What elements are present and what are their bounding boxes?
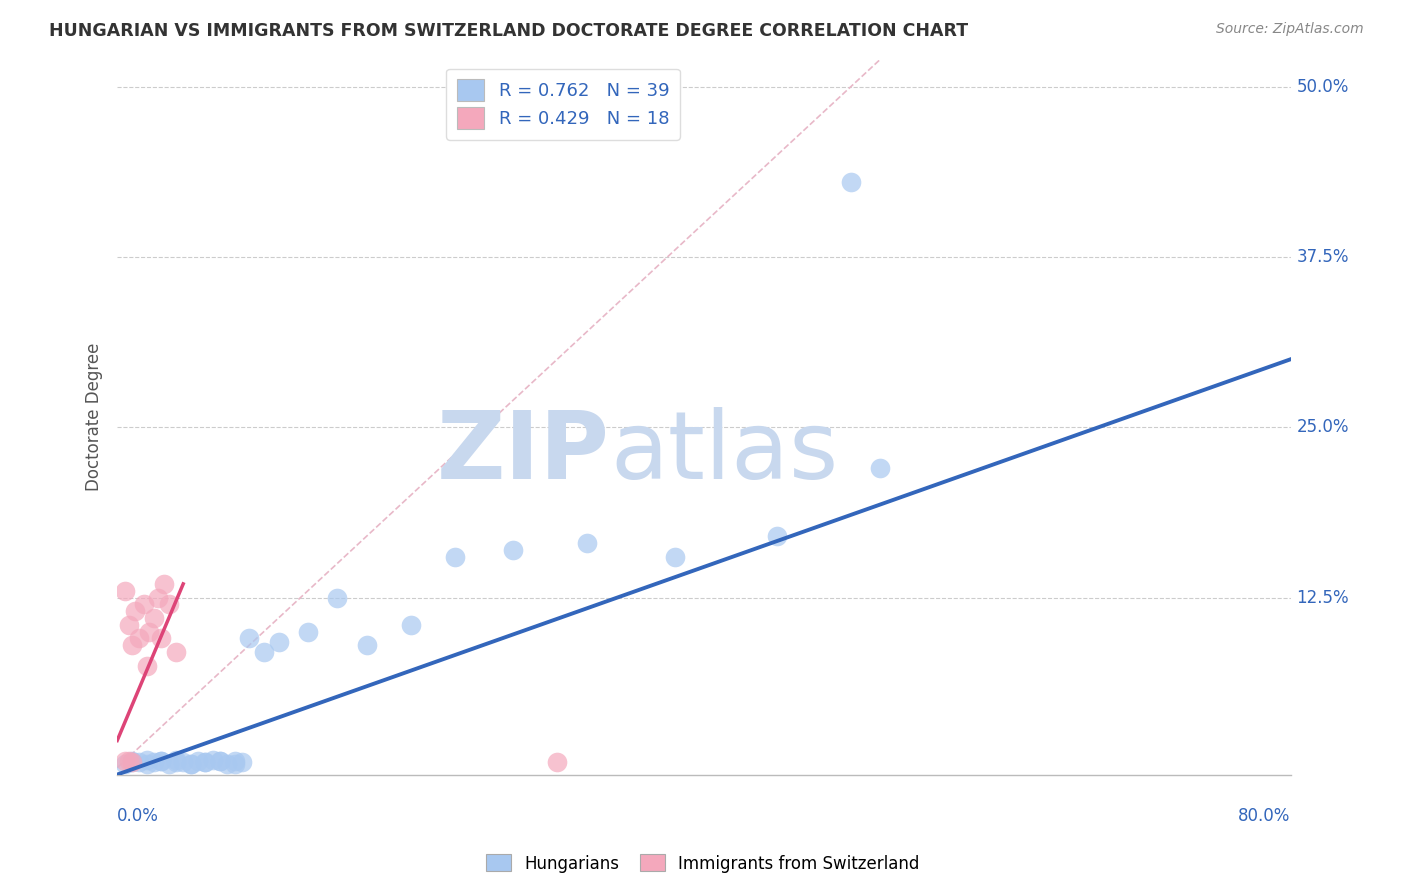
Point bbox=[128, 632, 150, 646]
Point bbox=[114, 583, 136, 598]
Point bbox=[297, 624, 319, 639]
Point bbox=[150, 754, 173, 768]
Point bbox=[201, 753, 224, 767]
Point bbox=[121, 638, 143, 652]
Point bbox=[142, 756, 165, 770]
Point bbox=[148, 591, 170, 605]
Text: atlas: atlas bbox=[610, 407, 838, 499]
Point bbox=[208, 754, 231, 768]
Point bbox=[208, 754, 231, 768]
Text: 37.5%: 37.5% bbox=[1296, 248, 1350, 266]
Text: 50.0%: 50.0% bbox=[1296, 78, 1348, 95]
Text: 80.0%: 80.0% bbox=[1239, 806, 1291, 825]
Point bbox=[267, 635, 290, 649]
Point bbox=[114, 756, 136, 771]
Point bbox=[118, 754, 141, 768]
Point bbox=[121, 756, 143, 770]
Point bbox=[180, 756, 202, 771]
Point bbox=[238, 632, 260, 646]
Text: ZIP: ZIP bbox=[437, 407, 610, 499]
Point bbox=[135, 756, 157, 771]
Point bbox=[224, 756, 246, 771]
Point bbox=[231, 756, 253, 770]
Point bbox=[165, 756, 187, 770]
Point bbox=[253, 645, 276, 659]
Point bbox=[118, 617, 141, 632]
Point bbox=[839, 175, 862, 189]
Point bbox=[138, 624, 160, 639]
Point bbox=[399, 617, 422, 632]
Point bbox=[114, 754, 136, 768]
Point bbox=[135, 658, 157, 673]
Point bbox=[132, 598, 155, 612]
Text: Source: ZipAtlas.com: Source: ZipAtlas.com bbox=[1216, 22, 1364, 37]
Point bbox=[356, 638, 378, 652]
Point bbox=[153, 577, 176, 591]
Point bbox=[443, 549, 465, 564]
Point bbox=[157, 598, 180, 612]
Point bbox=[135, 753, 157, 767]
Point bbox=[157, 756, 180, 771]
Point bbox=[224, 754, 246, 768]
Legend: R = 0.762   N = 39, R = 0.429   N = 18: R = 0.762 N = 39, R = 0.429 N = 18 bbox=[446, 69, 681, 140]
Point bbox=[150, 632, 173, 646]
Text: HUNGARIAN VS IMMIGRANTS FROM SWITZERLAND DOCTORATE DEGREE CORRELATION CHART: HUNGARIAN VS IMMIGRANTS FROM SWITZERLAND… bbox=[49, 22, 969, 40]
Point bbox=[121, 754, 143, 768]
Point bbox=[326, 591, 349, 605]
Point bbox=[194, 756, 217, 770]
Point bbox=[502, 542, 524, 557]
Text: 25.0%: 25.0% bbox=[1296, 418, 1350, 436]
Point bbox=[128, 756, 150, 770]
Point bbox=[150, 754, 173, 768]
Point bbox=[124, 604, 146, 618]
Text: 12.5%: 12.5% bbox=[1296, 589, 1350, 607]
Point bbox=[217, 756, 239, 771]
Y-axis label: Doctorate Degree: Doctorate Degree bbox=[86, 343, 103, 491]
Point bbox=[187, 754, 209, 768]
Point bbox=[194, 756, 217, 770]
Point bbox=[165, 645, 187, 659]
Legend: Hungarians, Immigrants from Switzerland: Hungarians, Immigrants from Switzerland bbox=[479, 847, 927, 880]
Text: 0.0%: 0.0% bbox=[117, 806, 159, 825]
Point bbox=[142, 611, 165, 625]
Point bbox=[165, 753, 187, 767]
Point bbox=[766, 529, 789, 543]
Point bbox=[121, 756, 143, 770]
Point bbox=[575, 536, 598, 550]
Point bbox=[664, 549, 686, 564]
Point bbox=[180, 756, 202, 771]
Point bbox=[172, 756, 194, 770]
Point bbox=[546, 756, 568, 770]
Point bbox=[869, 461, 891, 475]
